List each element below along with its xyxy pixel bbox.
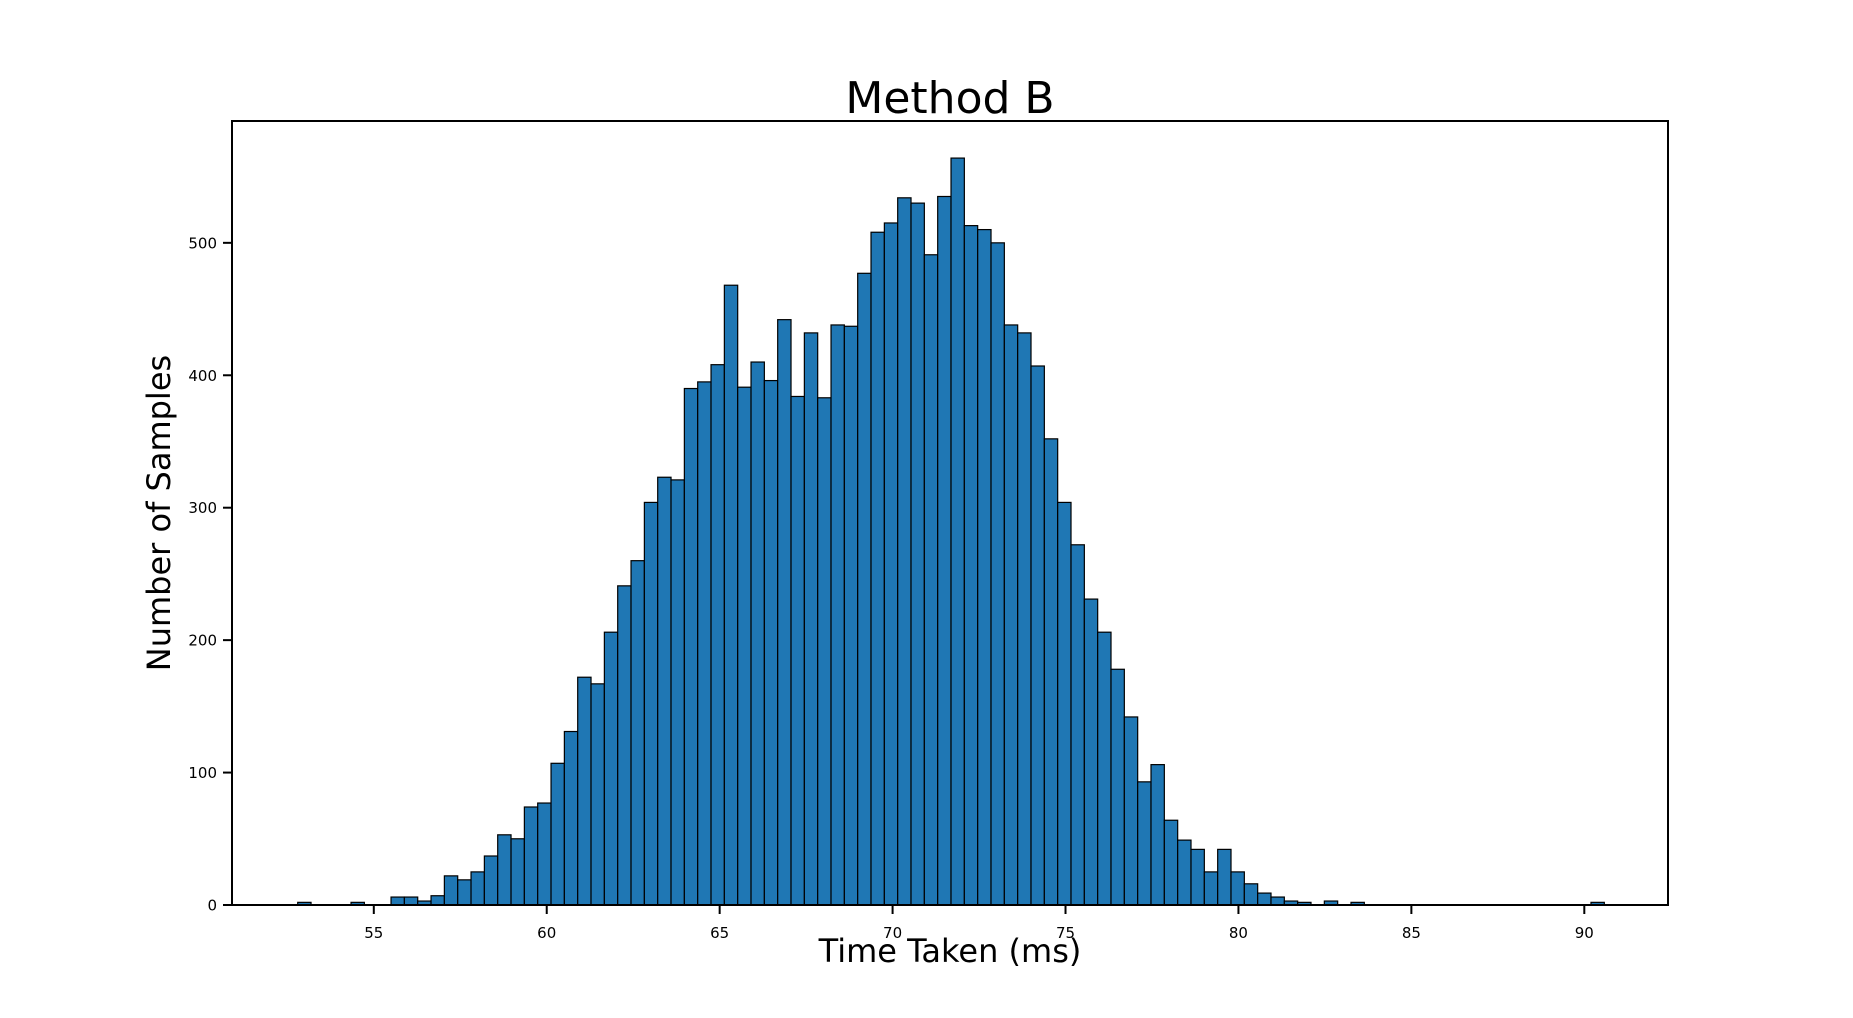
y-tick-label: 200 — [188, 632, 217, 650]
x-tick-label: 70 — [883, 924, 902, 942]
histogram-bar — [697, 381, 712, 906]
histogram-bar — [843, 325, 859, 906]
x-tick-label: 80 — [1229, 924, 1248, 942]
histogram-bar — [657, 476, 672, 906]
histogram-bar — [630, 560, 645, 906]
histogram-bar — [510, 838, 525, 906]
histogram-bar — [963, 225, 979, 906]
histogram-bar — [1137, 781, 1152, 906]
x-tick-label: 85 — [1402, 924, 1421, 942]
histogram-bar — [670, 479, 685, 906]
histogram-bar — [443, 875, 459, 906]
histogram-bar — [1083, 598, 1099, 906]
histogram-bar — [1257, 892, 1272, 906]
histogram-bar — [1110, 668, 1125, 906]
histogram-bar — [1030, 365, 1045, 906]
histogram-bar — [830, 324, 845, 906]
x-tick-label: 75 — [1056, 924, 1075, 942]
histogram-bar — [763, 379, 779, 906]
histogram-bar — [403, 896, 419, 906]
histogram-bar — [550, 762, 565, 906]
y-axis-label: Number of Samples — [140, 355, 178, 671]
y-tick-label: 500 — [188, 234, 217, 252]
x-axis-label: Time Taken (ms) — [818, 932, 1082, 970]
chart-title: Method B — [845, 73, 1054, 124]
histogram-bar — [603, 631, 619, 906]
histogram-bar — [390, 896, 405, 906]
histogram-bar — [817, 397, 832, 906]
histogram-bar — [1217, 848, 1232, 906]
y-tick-label: 100 — [188, 764, 217, 782]
histogram-bar — [1163, 819, 1179, 906]
histogram-bar — [523, 806, 539, 906]
histogram-bar — [977, 228, 992, 906]
histogram-bar — [1017, 332, 1032, 906]
histogram-bar — [710, 364, 725, 906]
y-tick-label: 300 — [188, 499, 217, 517]
histogram-bar — [563, 730, 579, 906]
histogram-bar — [910, 202, 925, 906]
histogram-bar — [1150, 764, 1165, 906]
histogram-bar — [857, 272, 872, 906]
histogram-bar — [1243, 883, 1259, 906]
histogram-bar — [777, 319, 792, 906]
histogram-bar — [430, 895, 445, 906]
histogram-bar — [750, 361, 765, 906]
histogram-bar — [897, 197, 912, 906]
axes — [231, 120, 1669, 906]
histogram-bar — [537, 802, 552, 906]
histogram-bar — [1230, 871, 1245, 906]
histogram-bar — [923, 254, 939, 906]
histogram-bar — [1003, 324, 1019, 906]
histogram-bar — [1123, 716, 1139, 906]
x-tick-label: 65 — [710, 924, 729, 942]
x-tick-label: 60 — [537, 924, 556, 942]
histogram-bar — [870, 231, 885, 906]
histogram-bar — [617, 585, 632, 906]
histogram-bar — [683, 387, 699, 906]
histogram-bars — [297, 157, 1605, 906]
histogram-bar — [803, 332, 819, 906]
histogram-bar — [1043, 438, 1059, 906]
histogram-bar — [790, 395, 805, 906]
plot-border — [231, 120, 1669, 906]
histogram-bar — [1177, 839, 1192, 906]
histogram-bar — [1070, 544, 1085, 906]
histogram-bar — [1203, 871, 1219, 906]
histogram-bar — [643, 501, 659, 906]
histogram-bar — [1270, 896, 1285, 906]
histogram-bar — [470, 871, 485, 906]
histogram-bar — [990, 242, 1005, 906]
histogram-bar — [737, 386, 752, 906]
histogram-bar — [577, 676, 592, 906]
histogram-bar — [1190, 848, 1205, 906]
axis-ticks: 55 60 65 70 75 80 85 90 0 100 200 300 400 500 — [188, 234, 1593, 942]
x-tick-label: 55 — [364, 924, 383, 942]
y-tick-label: 0 — [207, 897, 217, 915]
histogram-bar — [483, 855, 499, 906]
histogram-bar — [497, 834, 512, 906]
histogram-bar — [457, 879, 472, 906]
y-tick-label: 400 — [188, 367, 217, 385]
histogram-bar — [1097, 631, 1112, 906]
histogram-bar — [1057, 501, 1072, 906]
x-tick-label: 90 — [1575, 924, 1594, 942]
histogram-bar — [723, 284, 739, 906]
histogram-bar — [937, 195, 952, 906]
histogram-bar — [883, 222, 899, 906]
histogram-bar — [590, 683, 605, 906]
histogram-bar — [950, 157, 965, 906]
